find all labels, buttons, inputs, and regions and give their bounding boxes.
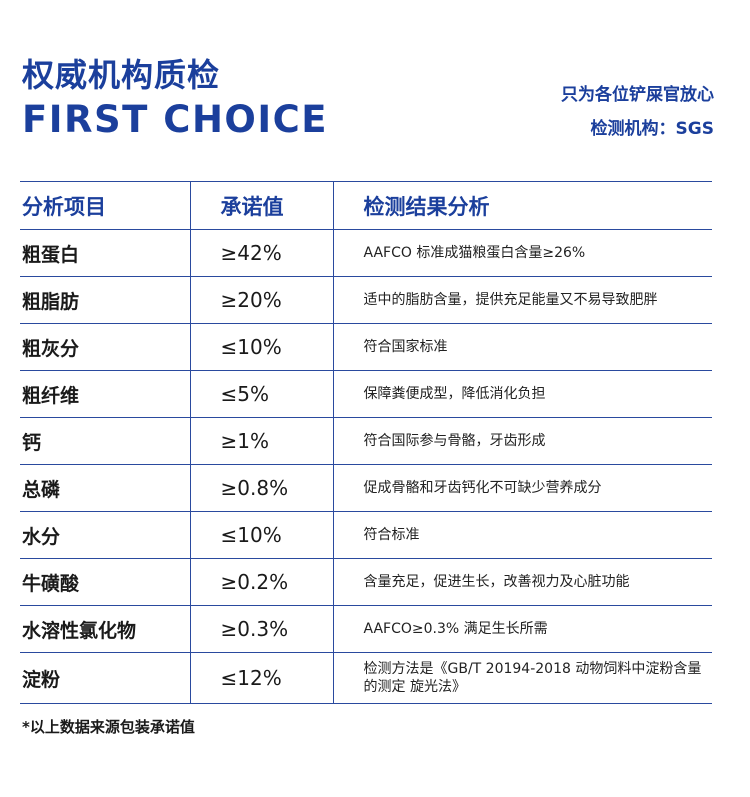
row-value: ≤10% — [189, 511, 333, 559]
row-value: ≤5% — [189, 370, 333, 418]
row-item: 粗蛋白 — [20, 229, 190, 277]
row-value: ≥20% — [189, 276, 333, 324]
row-value: ≥1% — [189, 417, 333, 465]
row-result: 促成骨骼和牙齿钙化不可缺少营养成分 — [332, 464, 712, 512]
row-result: AAFCO≥0.3% 满足生长所需 — [332, 605, 712, 653]
row-item: 粗脂肪 — [20, 276, 190, 324]
row-item: 水溶性氯化物 — [20, 605, 190, 653]
row-item: 牛磺酸 — [20, 558, 190, 606]
table-row: 粗脂肪 ≥20% 适中的脂肪含量，提供充足能量又不易导致肥胖 — [20, 276, 712, 324]
row-result: 检测方法是《GB/T 20194-2018 动物饲料中淀粉含量的测定 旋光法》 — [332, 652, 712, 704]
row-item: 淀粉 — [20, 652, 190, 704]
table-row: 粗蛋白 ≥42% AAFCO 标准成猫粮蛋白含量≥26% — [20, 229, 712, 277]
row-result: AAFCO 标准成猫粮蛋白含量≥26% — [332, 229, 712, 277]
table-row: 牛磺酸 ≥0.2% 含量充足，促进生长，改善视力及心脏功能 — [20, 558, 712, 606]
row-result: 符合标准 — [332, 511, 712, 559]
row-result: 含量充足，促进生长，改善视力及心脏功能 — [332, 558, 712, 606]
testing-agency: 检测机构：SGS — [590, 119, 714, 139]
row-item: 粗纤维 — [20, 370, 190, 418]
side-info: 只为各位铲屎官放心 检测机构：SGS — [561, 78, 714, 146]
row-value: ≤10% — [189, 323, 333, 371]
row-result: 保障粪便成型，降低消化负担 — [332, 370, 712, 418]
row-value: ≥0.8% — [189, 464, 333, 512]
title-chinese: 权威机构质检 — [22, 56, 221, 94]
table-row: 水分 ≤10% 符合标准 — [20, 511, 712, 559]
row-item: 粗灰分 — [20, 323, 190, 371]
table-row: 粗纤维 ≤5% 保障粪便成型，降低消化负担 — [20, 370, 712, 418]
footnote: *以上数据来源包装承诺值 — [22, 718, 195, 736]
row-item: 水分 — [20, 511, 190, 559]
header-item: 分析项目 — [20, 181, 190, 230]
table-header-row: 分析项目 承诺值 检测结果分析 — [20, 181, 712, 230]
tagline: 只为各位铲屎官放心 — [561, 85, 714, 105]
table-row: 钙 ≥1% 符合国际参与骨骼，牙齿形成 — [20, 417, 712, 465]
title-english: FIRST CHOICE — [22, 98, 329, 141]
header-result: 检测结果分析 — [332, 181, 712, 230]
row-value: ≥0.2% — [189, 558, 333, 606]
row-value: ≤12% — [189, 652, 333, 704]
table-row: 淀粉 ≤12% 检测方法是《GB/T 20194-2018 动物饲料中淀粉含量的… — [20, 652, 712, 704]
row-item: 总磷 — [20, 464, 190, 512]
header-value: 承诺值 — [189, 181, 333, 230]
row-result: 符合国际参与骨骼，牙齿形成 — [332, 417, 712, 465]
table-row: 粗灰分 ≤10% 符合国家标准 — [20, 323, 712, 371]
row-value: ≥42% — [189, 229, 333, 277]
row-item: 钙 — [20, 417, 190, 465]
row-result: 适中的脂肪含量，提供充足能量又不易导致肥胖 — [332, 276, 712, 324]
table-row: 总磷 ≥0.8% 促成骨骼和牙齿钙化不可缺少营养成分 — [20, 464, 712, 512]
row-result: 符合国家标准 — [332, 323, 712, 371]
table-row: 水溶性氯化物 ≥0.3% AAFCO≥0.3% 满足生长所需 — [20, 605, 712, 653]
row-value: ≥0.3% — [189, 605, 333, 653]
analysis-table: 分析项目 承诺值 检测结果分析 粗蛋白 ≥42% AAFCO 标准成猫粮蛋白含量… — [20, 181, 712, 704]
